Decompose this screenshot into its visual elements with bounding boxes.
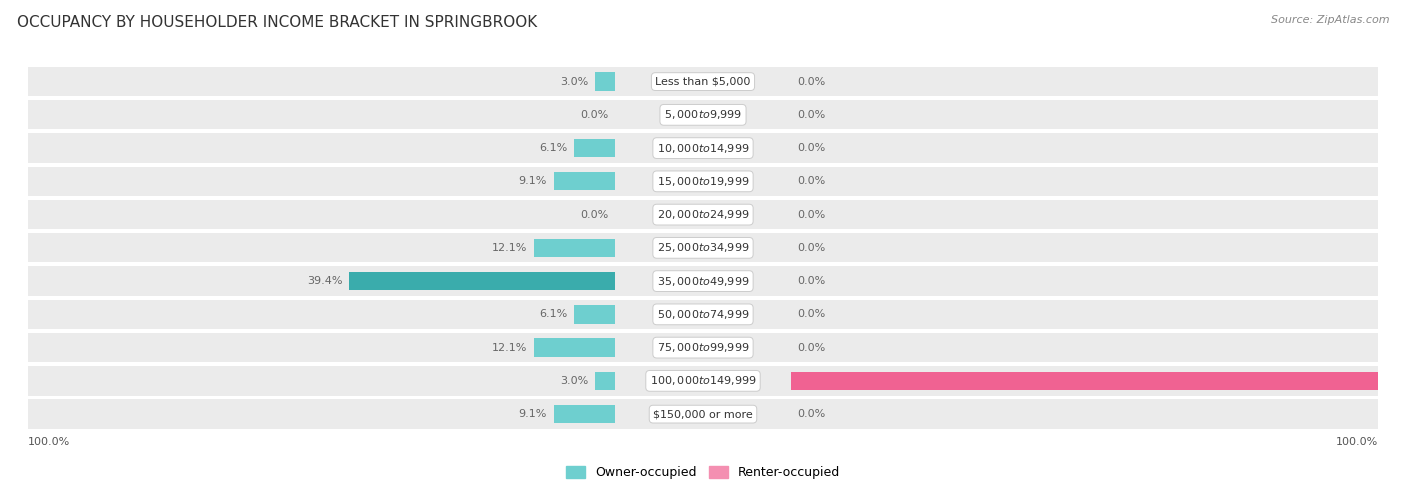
Text: 9.1%: 9.1% xyxy=(519,176,547,186)
Bar xyxy=(595,72,616,91)
Text: $10,000 to $14,999: $10,000 to $14,999 xyxy=(657,141,749,155)
Text: 0.0%: 0.0% xyxy=(797,77,825,87)
Text: 9.1%: 9.1% xyxy=(519,409,547,419)
Text: 12.1%: 12.1% xyxy=(492,343,527,353)
Text: 0.0%: 0.0% xyxy=(797,176,825,186)
Text: $20,000 to $24,999: $20,000 to $24,999 xyxy=(657,208,749,221)
Bar xyxy=(28,266,1378,296)
Text: Source: ZipAtlas.com: Source: ZipAtlas.com xyxy=(1271,15,1389,25)
Text: 0.0%: 0.0% xyxy=(797,143,825,153)
Bar xyxy=(28,134,1378,163)
Bar xyxy=(554,172,616,191)
Text: 0.0%: 0.0% xyxy=(797,110,825,120)
Text: 6.1%: 6.1% xyxy=(538,143,568,153)
Bar xyxy=(28,167,1378,196)
Text: $150,000 or more: $150,000 or more xyxy=(654,409,752,419)
Text: $35,000 to $49,999: $35,000 to $49,999 xyxy=(657,275,749,288)
Bar xyxy=(534,239,616,257)
Bar xyxy=(574,139,616,157)
Text: 0.0%: 0.0% xyxy=(797,310,825,319)
Bar xyxy=(28,366,1378,396)
Text: 6.1%: 6.1% xyxy=(538,310,568,319)
Text: 39.4%: 39.4% xyxy=(307,276,343,286)
Text: 0.0%: 0.0% xyxy=(797,209,825,220)
Text: 0.0%: 0.0% xyxy=(797,276,825,286)
Text: 0.0%: 0.0% xyxy=(581,110,609,120)
Bar xyxy=(349,272,616,290)
Bar xyxy=(554,405,616,423)
Bar xyxy=(28,100,1378,129)
Text: $100,000 to $149,999: $100,000 to $149,999 xyxy=(650,374,756,387)
Text: $50,000 to $74,999: $50,000 to $74,999 xyxy=(657,308,749,321)
Text: 3.0%: 3.0% xyxy=(560,376,588,386)
Bar xyxy=(28,300,1378,329)
Text: 0.0%: 0.0% xyxy=(797,243,825,253)
Text: 0.0%: 0.0% xyxy=(797,409,825,419)
Legend: Owner-occupied, Renter-occupied: Owner-occupied, Renter-occupied xyxy=(561,461,845,484)
Bar xyxy=(790,372,1406,390)
Bar xyxy=(574,305,616,324)
Text: 12.1%: 12.1% xyxy=(492,243,527,253)
Bar xyxy=(28,233,1378,262)
Text: 100.0%: 100.0% xyxy=(1336,437,1378,447)
Bar xyxy=(28,67,1378,96)
Text: 3.0%: 3.0% xyxy=(560,77,588,87)
Text: $75,000 to $99,999: $75,000 to $99,999 xyxy=(657,341,749,354)
Text: OCCUPANCY BY HOUSEHOLDER INCOME BRACKET IN SPRINGBROOK: OCCUPANCY BY HOUSEHOLDER INCOME BRACKET … xyxy=(17,15,537,30)
Text: 100.0%: 100.0% xyxy=(28,437,70,447)
Text: $5,000 to $9,999: $5,000 to $9,999 xyxy=(664,108,742,122)
Text: $25,000 to $34,999: $25,000 to $34,999 xyxy=(657,242,749,254)
Bar xyxy=(534,338,616,357)
Bar xyxy=(28,333,1378,362)
Text: 0.0%: 0.0% xyxy=(581,209,609,220)
Bar xyxy=(595,372,616,390)
Bar xyxy=(28,399,1378,429)
Text: $15,000 to $19,999: $15,000 to $19,999 xyxy=(657,175,749,188)
Bar xyxy=(28,200,1378,229)
Text: 0.0%: 0.0% xyxy=(797,343,825,353)
Text: Less than $5,000: Less than $5,000 xyxy=(655,77,751,87)
